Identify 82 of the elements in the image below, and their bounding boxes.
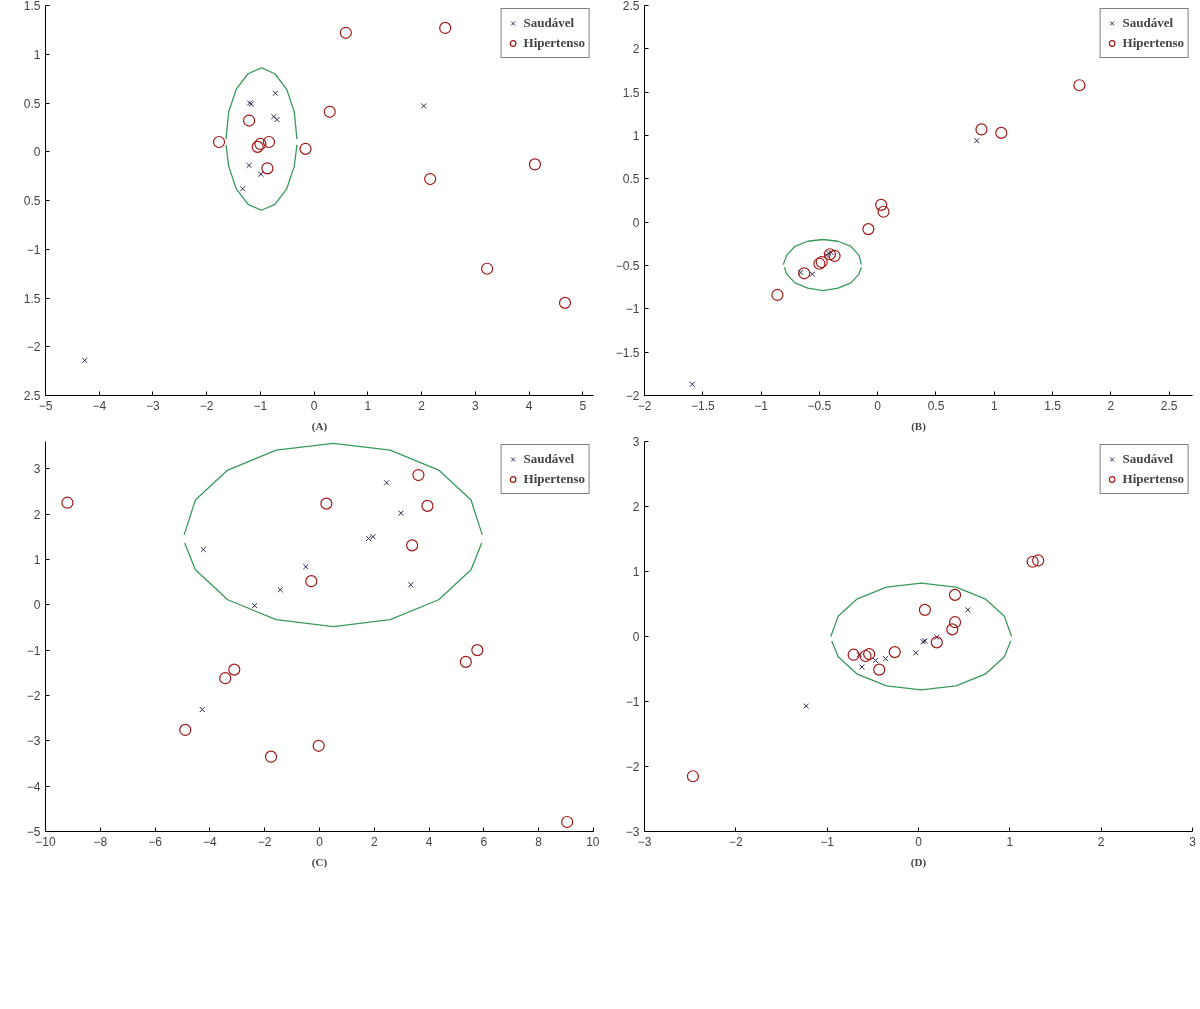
x-tick-label: −1.5: [690, 398, 715, 413]
y-tick-label: 1: [632, 129, 640, 143]
x-tick-label: 0: [915, 834, 923, 849]
x-tick-label: −1: [820, 834, 835, 849]
text: (B): [911, 419, 927, 433]
legend-label: Saudável: [1122, 451, 1174, 467]
y-tick-label: 0.5: [23, 96, 41, 111]
y-tick-label: 1.5: [23, 0, 41, 13]
x-tick-label: 1: [1006, 834, 1014, 849]
x-tick-label: −2: [728, 834, 743, 849]
x-tick-label: 3: [471, 398, 479, 413]
legend-label: Hipertenso: [1122, 471, 1184, 487]
y-tick-label: −2: [625, 389, 640, 403]
x-tick-label: 5: [579, 398, 587, 413]
x-tick-label: 4: [525, 398, 533, 413]
legend-label: Saudável: [523, 451, 575, 467]
x-tick-label: 1: [364, 398, 372, 413]
x-tick-label: 10: [586, 834, 600, 849]
text: (D): [910, 855, 927, 869]
x-tick-label: −2: [199, 398, 214, 413]
x-tick-label: 2.5: [1160, 398, 1178, 413]
legend-label: Saudável: [523, 15, 575, 31]
legend-label: Hipertenso: [523, 471, 585, 487]
x-tick-label: −3: [146, 398, 161, 413]
y-tick-label: 1.5: [622, 85, 640, 100]
y-tick-label: 1: [33, 47, 41, 62]
y-tick-label: 1.5: [23, 291, 41, 306]
y-tick-label: 3: [632, 435, 640, 449]
x-tick-label: 8: [535, 834, 543, 849]
y-tick-label: −1: [26, 242, 41, 257]
x-tick-label: 0: [310, 398, 318, 413]
y-tick-label: 0: [33, 145, 41, 160]
y-tick-label: −4: [26, 779, 41, 794]
x-tick-label: −0.5: [807, 398, 832, 413]
x-tick-label: 2: [370, 834, 378, 849]
y-tick-label: −1: [625, 302, 640, 317]
y-tick-label: −1: [26, 643, 41, 658]
y-tick-label: −2: [26, 688, 41, 703]
x-tick-label: 0: [874, 398, 882, 413]
x-tick-label: −1: [253, 398, 268, 413]
y-tick-label: 2.5: [23, 389, 41, 403]
legend-label: Hipertenso: [523, 35, 585, 51]
y-tick-label: 2.5: [622, 0, 640, 13]
y-tick-label: −3: [26, 734, 41, 749]
y-tick-label: 2: [33, 507, 41, 522]
x-tick-label: 1.5: [1044, 398, 1062, 413]
x-tick-label: 2: [1107, 398, 1115, 413]
y-tick-label: −3: [625, 825, 640, 839]
y-tick-label: 0: [632, 215, 640, 230]
x-tick-label: 2: [418, 398, 426, 413]
x-tick-label: 1: [990, 398, 998, 413]
y-tick-label: −2: [625, 760, 640, 774]
x-tick-label: −4: [203, 834, 218, 849]
text: (C): [311, 855, 328, 869]
y-tick-label: 1: [33, 552, 41, 567]
x-tick-label: −8: [93, 834, 108, 849]
legend-label: Saudável: [1122, 15, 1174, 31]
y-tick-label: −1: [625, 695, 640, 709]
y-tick-label: 0: [632, 630, 640, 644]
x-tick-label: 3: [1189, 834, 1197, 849]
y-tick-label: 0.5: [622, 172, 640, 187]
x-tick-label: −4: [92, 398, 107, 413]
y-tick-label: 2: [632, 42, 640, 57]
x-tick-label: 0.5: [927, 398, 945, 413]
y-tick-label: 2: [632, 500, 640, 514]
x-tick-label: −6: [148, 834, 163, 849]
y-tick-label: 0.5: [23, 194, 41, 208]
x-tick-label: 0: [316, 834, 324, 849]
x-tick-label: −1: [754, 398, 769, 413]
x-tick-label: 6: [480, 834, 488, 849]
x-tick-label: 2: [1097, 834, 1105, 849]
x-tick-label: 4: [425, 834, 433, 849]
y-tick-label: −5: [26, 825, 41, 839]
y-tick-label: 0: [33, 598, 41, 613]
y-tick-label: −1.5: [615, 345, 640, 360]
legend-label: Hipertenso: [1122, 35, 1184, 51]
x-tick-label: −2: [257, 834, 272, 849]
y-tick-label: 1: [632, 565, 640, 579]
y-tick-label: −2: [26, 340, 41, 355]
y-tick-label: −0.5: [615, 259, 640, 273]
y-tick-label: 3: [33, 462, 41, 477]
text: (A): [311, 419, 328, 433]
